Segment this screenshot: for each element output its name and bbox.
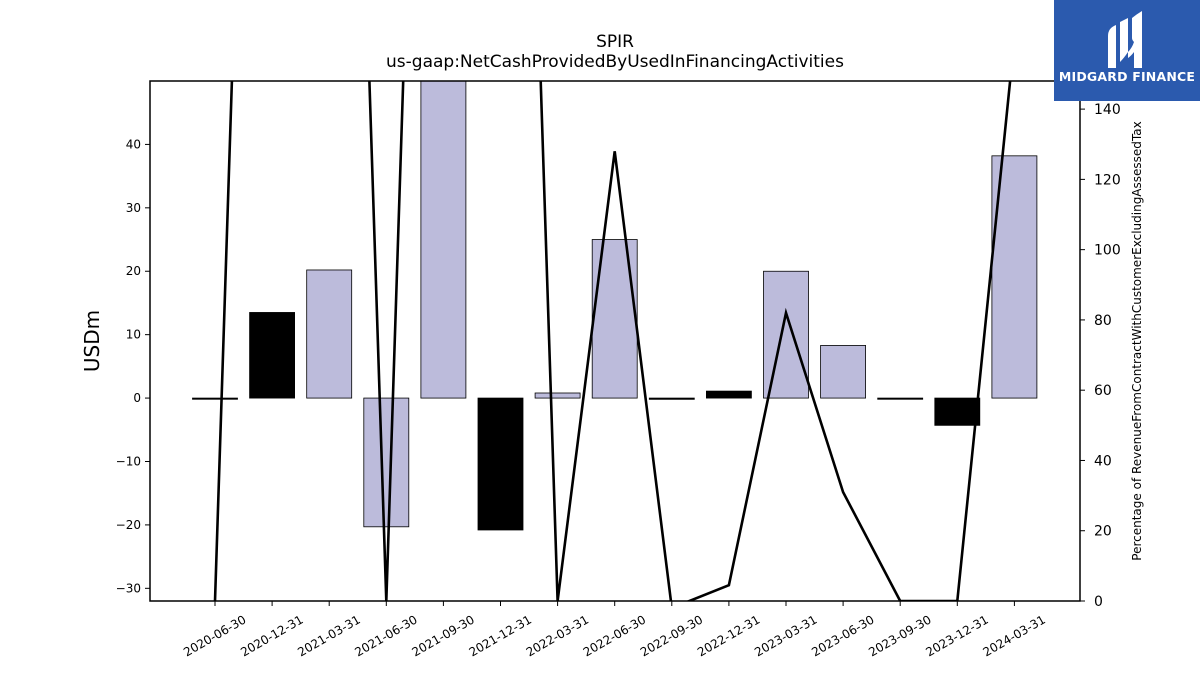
y2tick-label: 80: [1094, 313, 1112, 329]
xtick-label: 2020-06-30: [181, 612, 248, 659]
ytick-label: 0: [133, 391, 141, 405]
xtick-label: 2023-06-30: [809, 612, 876, 659]
bar-2020-12-31: [249, 312, 296, 399]
x-axis: 2020-06-302020-12-312021-03-312021-06-30…: [181, 601, 1048, 659]
y2tick-label: 60: [1094, 383, 1112, 399]
bar-2021-06-30: [363, 397, 410, 528]
xtick-label: 2021-03-31: [295, 612, 362, 659]
bar-2021-12-31: [477, 397, 524, 531]
ytick-label: 20: [126, 264, 141, 278]
xtick-label: 2021-06-30: [352, 612, 419, 659]
bar-2022-06-30: [591, 239, 638, 399]
bar-2023-03-31: [763, 270, 809, 399]
bar-2023-06-30: [820, 345, 866, 399]
bar-2023-09-30: [877, 397, 924, 400]
midgard-finance-logo: MIDGARD FINANCE: [1054, 0, 1200, 101]
xtick-label: 2022-12-31: [695, 612, 762, 659]
bar-2022-12-31: [706, 390, 752, 399]
bar-2021-03-31: [306, 269, 353, 399]
logo-text: MIDGARD FINANCE: [1058, 69, 1196, 84]
y-axis-label: USDm: [80, 310, 104, 372]
bar-series: [192, 81, 1038, 531]
chart-subtitle: us-gaap:NetCashProvidedByUsedInFinancing…: [386, 52, 844, 72]
xtick-label: 2022-09-30: [638, 612, 705, 659]
bar-2021-09-30: [420, 81, 467, 399]
bar-2022-03-31: [534, 392, 581, 399]
xtick-label: 2024-03-31: [980, 612, 1047, 659]
ytick-label: −30: [116, 581, 141, 595]
xtick-label: 2022-06-30: [581, 612, 648, 659]
line-path: [213, 81, 1012, 601]
ytick-label: 10: [126, 328, 141, 342]
chart-title: SPIR: [596, 32, 634, 52]
xtick-label: 2023-09-30: [866, 612, 933, 659]
y-axis-right: 0 20 40 60 80 100 120 140: [1080, 102, 1121, 610]
ytick-label: 40: [126, 137, 141, 151]
bar-2020-06-30: [192, 397, 238, 400]
xtick-label: 2022-03-31: [524, 612, 591, 659]
y2-axis-label: Percentage of RevenueFromContractWithCus…: [1130, 121, 1144, 560]
y2tick-label: 0: [1094, 594, 1103, 610]
line-series: [213, 81, 1012, 601]
ytick-label: −20: [116, 518, 141, 532]
xtick-label: 2023-03-31: [752, 612, 819, 659]
y2tick-label: 20: [1094, 524, 1112, 540]
xtick-label: 2023-12-31: [923, 612, 990, 659]
bar-2022-09-30: [648, 397, 695, 400]
logo-mark-icon: [1108, 11, 1142, 68]
ytick-label: −10: [116, 454, 141, 468]
ytick-label: 30: [126, 201, 141, 215]
y2tick-label: 100: [1094, 243, 1121, 259]
y2tick-label: 120: [1094, 172, 1121, 188]
xtick-label: 2021-09-30: [409, 612, 476, 659]
xtick-label: 2020-12-31: [238, 612, 305, 659]
y2tick-label: 140: [1094, 102, 1121, 118]
xtick-label: 2021-12-31: [467, 612, 534, 659]
bar-2023-12-31: [934, 397, 981, 426]
y-axis-left: −30 −20 −10 0 10 20 30 40: [116, 137, 150, 595]
y2tick-label: 40: [1094, 453, 1112, 469]
